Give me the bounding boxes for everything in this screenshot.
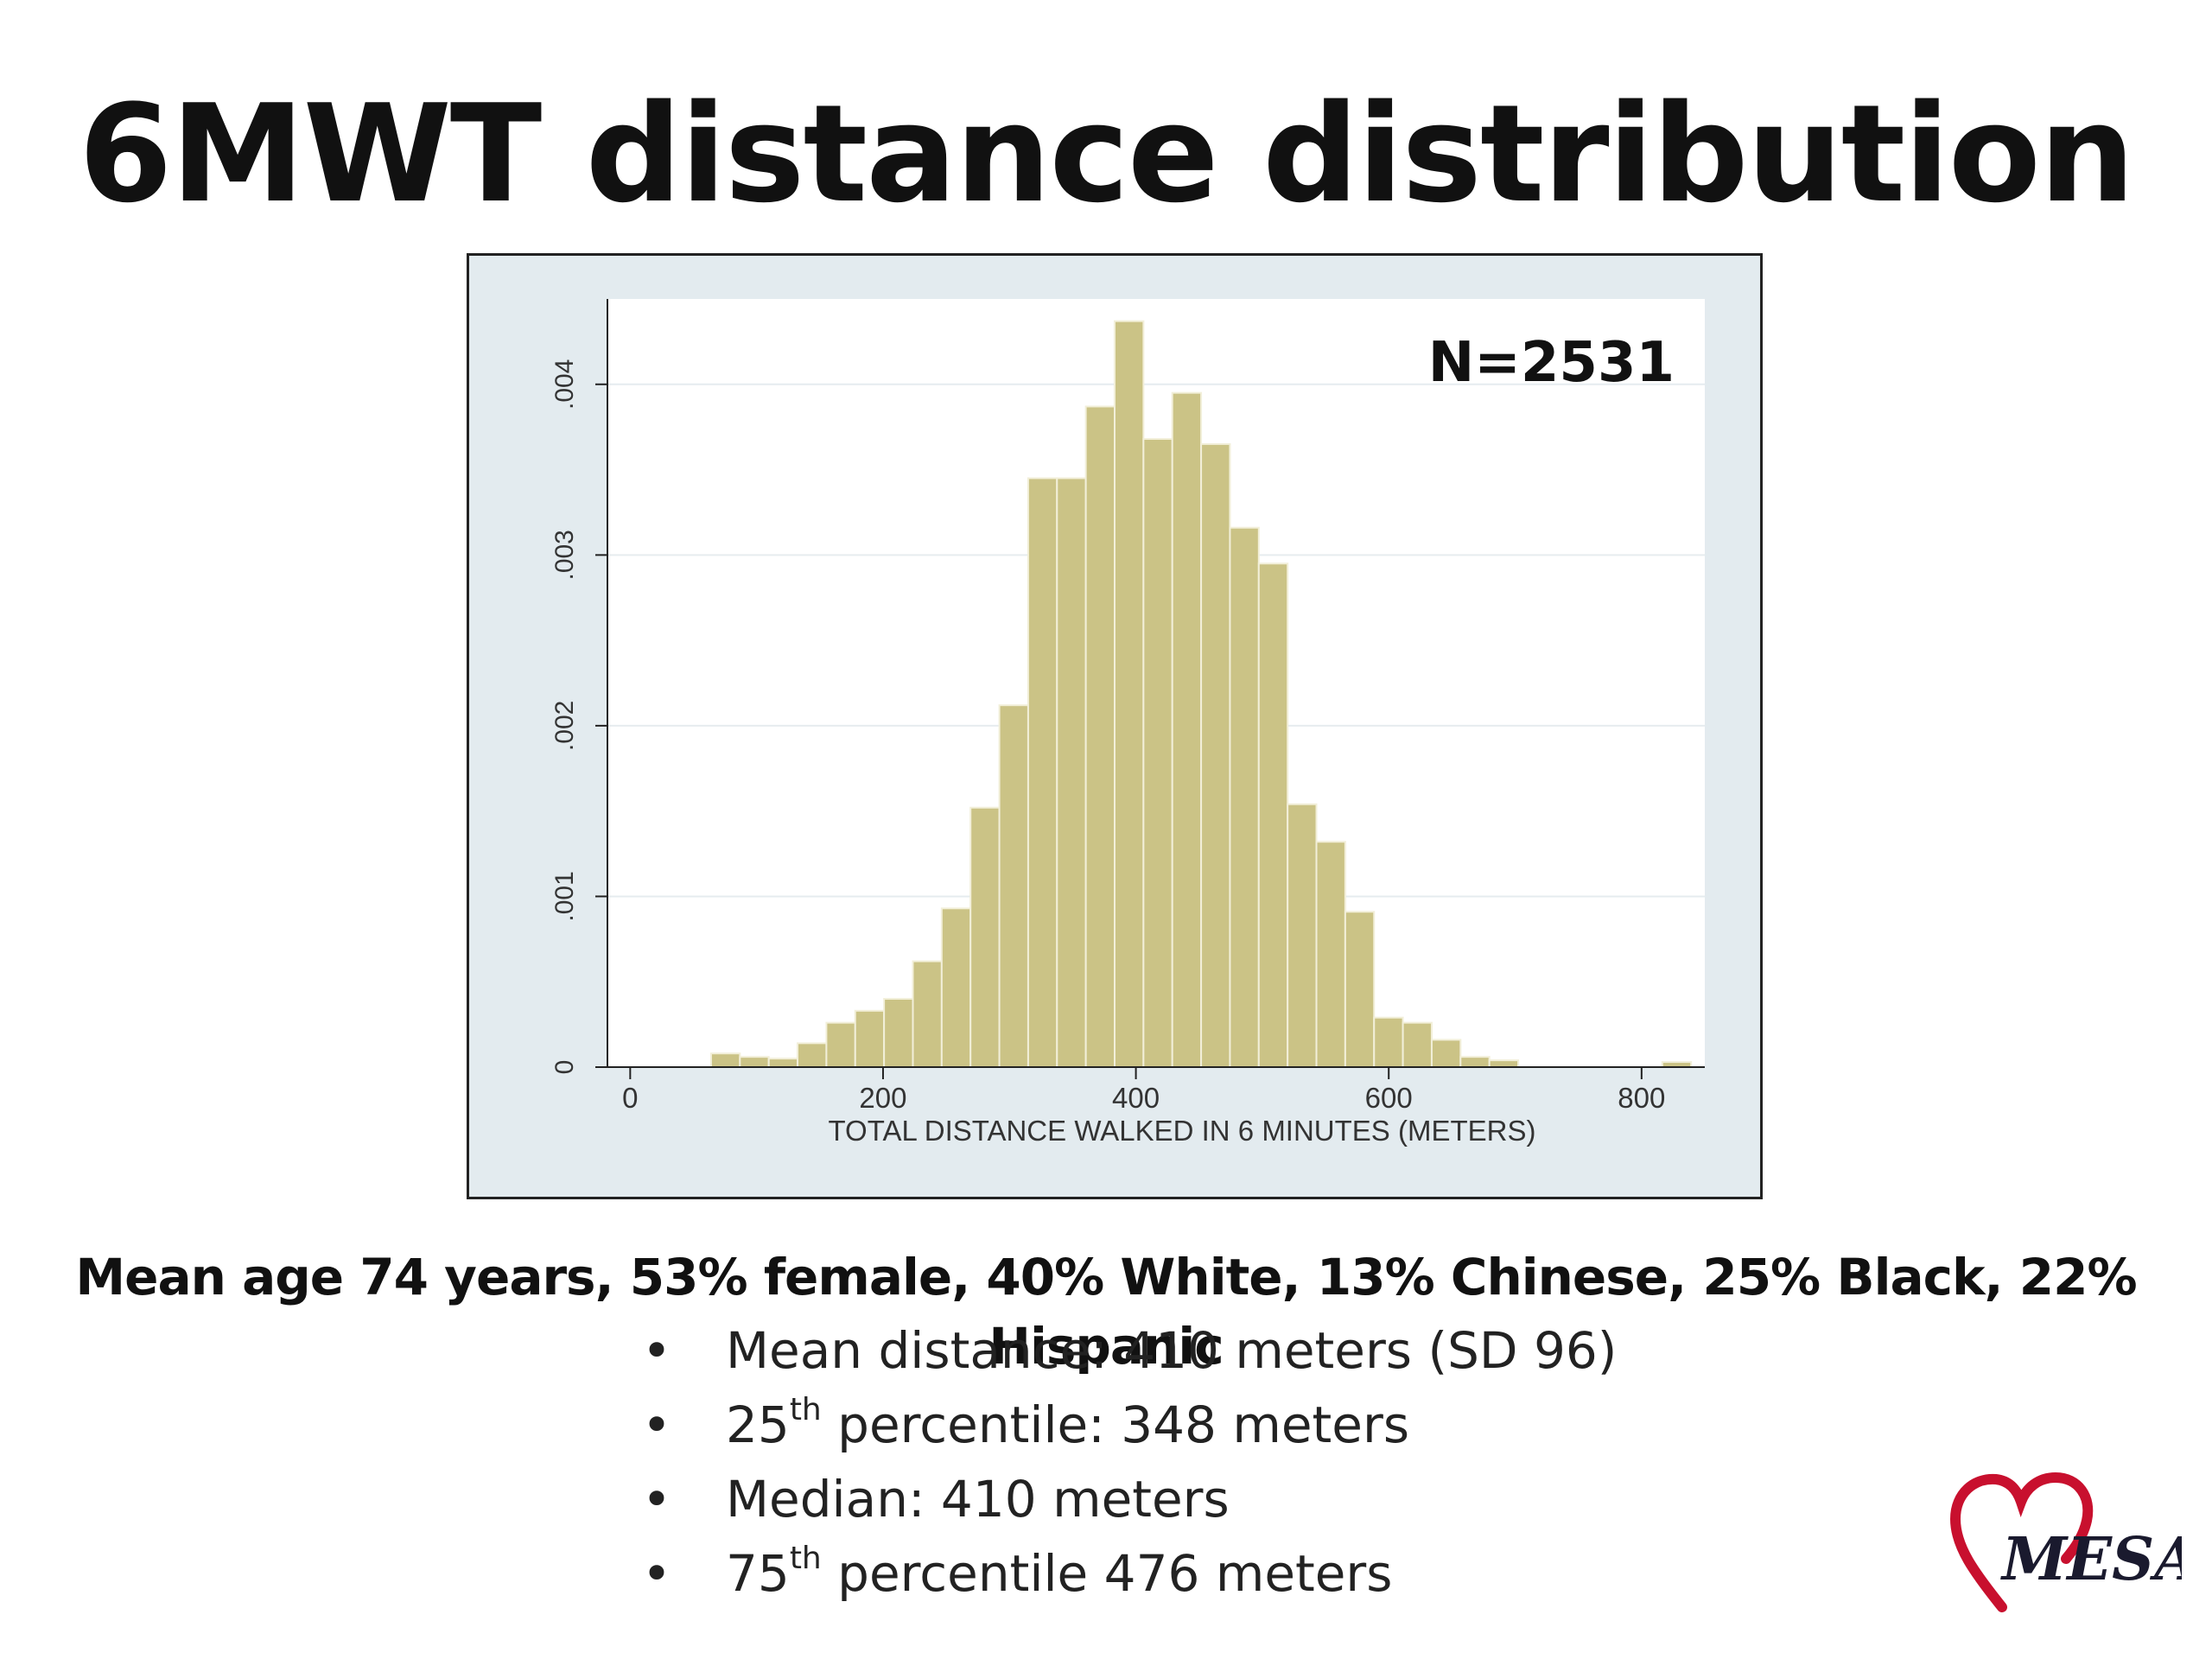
stat-item-p75: • 75th percentile 476 meters	[639, 1536, 1617, 1611]
logo-wordmark: MESA	[2000, 1525, 2182, 1594]
sample-size-annotation: N=2531	[1428, 331, 1675, 395]
histogram-bar	[709, 1052, 741, 1069]
histogram-bar	[797, 1042, 828, 1069]
y-tick-label: .004	[550, 359, 579, 410]
histogram-bar	[969, 806, 1001, 1069]
histogram-bar	[940, 907, 972, 1068]
x-tick-label: 200	[859, 1082, 906, 1114]
y-tick-label: 0	[550, 1060, 579, 1075]
chart-frame: 0 .001 .002 .003 .004 0 200 400 600 800 TOTAL DI…	[467, 253, 1763, 1199]
bullet-icon: •	[641, 1321, 672, 1380]
demographics-summary: Mean age 74 years, 53% female, 40% White…	[75, 1248, 2137, 1376]
bullet-icon: •	[641, 1544, 672, 1603]
histogram-bar	[1287, 803, 1318, 1069]
bullet-icon: •	[641, 1395, 672, 1454]
x-tick-label: 600	[1365, 1082, 1413, 1114]
mesa-logo: MESA	[1949, 1471, 2182, 1612]
stat-superscript: th	[789, 1541, 822, 1576]
slide-title: 6MWT distance distribution	[78, 75, 2135, 232]
histogram-bar	[1402, 1021, 1433, 1069]
statistics-list: • Mean distance: 410 meters (SD 96) • 25th…	[639, 1313, 1618, 1611]
histogram-bar	[739, 1056, 770, 1069]
histogram-bar	[1142, 437, 1173, 1069]
stat-text: 75	[726, 1544, 790, 1603]
histogram-bar	[883, 997, 914, 1069]
stat-text-suffix: percentile: 348 meters	[821, 1395, 1410, 1454]
x-axis-label: TOTAL DISTANCE WALKED IN 6 MINUTES (METE…	[829, 1115, 1536, 1147]
histogram-bar	[1114, 320, 1145, 1068]
stat-text: Median: 410 meters	[726, 1470, 1230, 1529]
bullet-icon: •	[641, 1470, 672, 1529]
heart-icon	[1949, 1471, 2094, 1612]
x-tick-label: 800	[1618, 1082, 1665, 1114]
histogram-bar	[998, 704, 1029, 1069]
histogram-bar	[1229, 526, 1260, 1069]
y-tick-label: .003	[550, 530, 579, 580]
histogram-bar	[825, 1021, 856, 1069]
y-tick-label: .001	[550, 871, 579, 921]
y-tick-label: .002	[550, 701, 579, 751]
histogram-bar	[1027, 477, 1058, 1068]
histogram-bar	[912, 960, 943, 1069]
histogram-bar	[1084, 405, 1116, 1068]
axes	[595, 299, 1705, 1079]
histogram-bar	[1056, 477, 1087, 1068]
histogram-bar	[1373, 1016, 1404, 1068]
stat-text-suffix: percentile 476 meters	[821, 1544, 1393, 1603]
stat-text: 25	[726, 1395, 790, 1454]
stat-item-p25: • 25th percentile: 348 meters	[639, 1388, 1617, 1462]
stat-item-median: • Median: 410 meters	[639, 1462, 1617, 1536]
histogram-bars	[709, 320, 1693, 1069]
histogram-bar	[854, 1009, 886, 1068]
y-tick-labels: 0 .001 .002 .003 .004	[550, 359, 579, 1075]
histogram-bar	[1488, 1059, 1520, 1069]
x-tick-labels: 0 200 400 600 800	[622, 1082, 1665, 1114]
stat-superscript: th	[789, 1392, 822, 1427]
histogram-bar	[1430, 1039, 1462, 1069]
stat-text: Mean distance: 410 meters (SD 96)	[726, 1321, 1618, 1380]
histogram-bar	[1459, 1056, 1491, 1069]
x-tick-label: 400	[1112, 1082, 1160, 1114]
histogram-bar	[1315, 841, 1346, 1069]
stat-item-mean: • Mean distance: 410 meters (SD 96)	[639, 1313, 1618, 1388]
histogram-bar	[1257, 563, 1289, 1068]
histogram-bar	[1171, 391, 1203, 1068]
histogram-bar	[1200, 442, 1231, 1068]
histogram-bar	[767, 1058, 799, 1068]
x-tick-label: 0	[622, 1082, 638, 1114]
histogram-chart: 0 .001 .002 .003 .004 0 200 400 600 800 TOTAL DI…	[469, 256, 1760, 1197]
histogram-bar	[1344, 911, 1376, 1068]
